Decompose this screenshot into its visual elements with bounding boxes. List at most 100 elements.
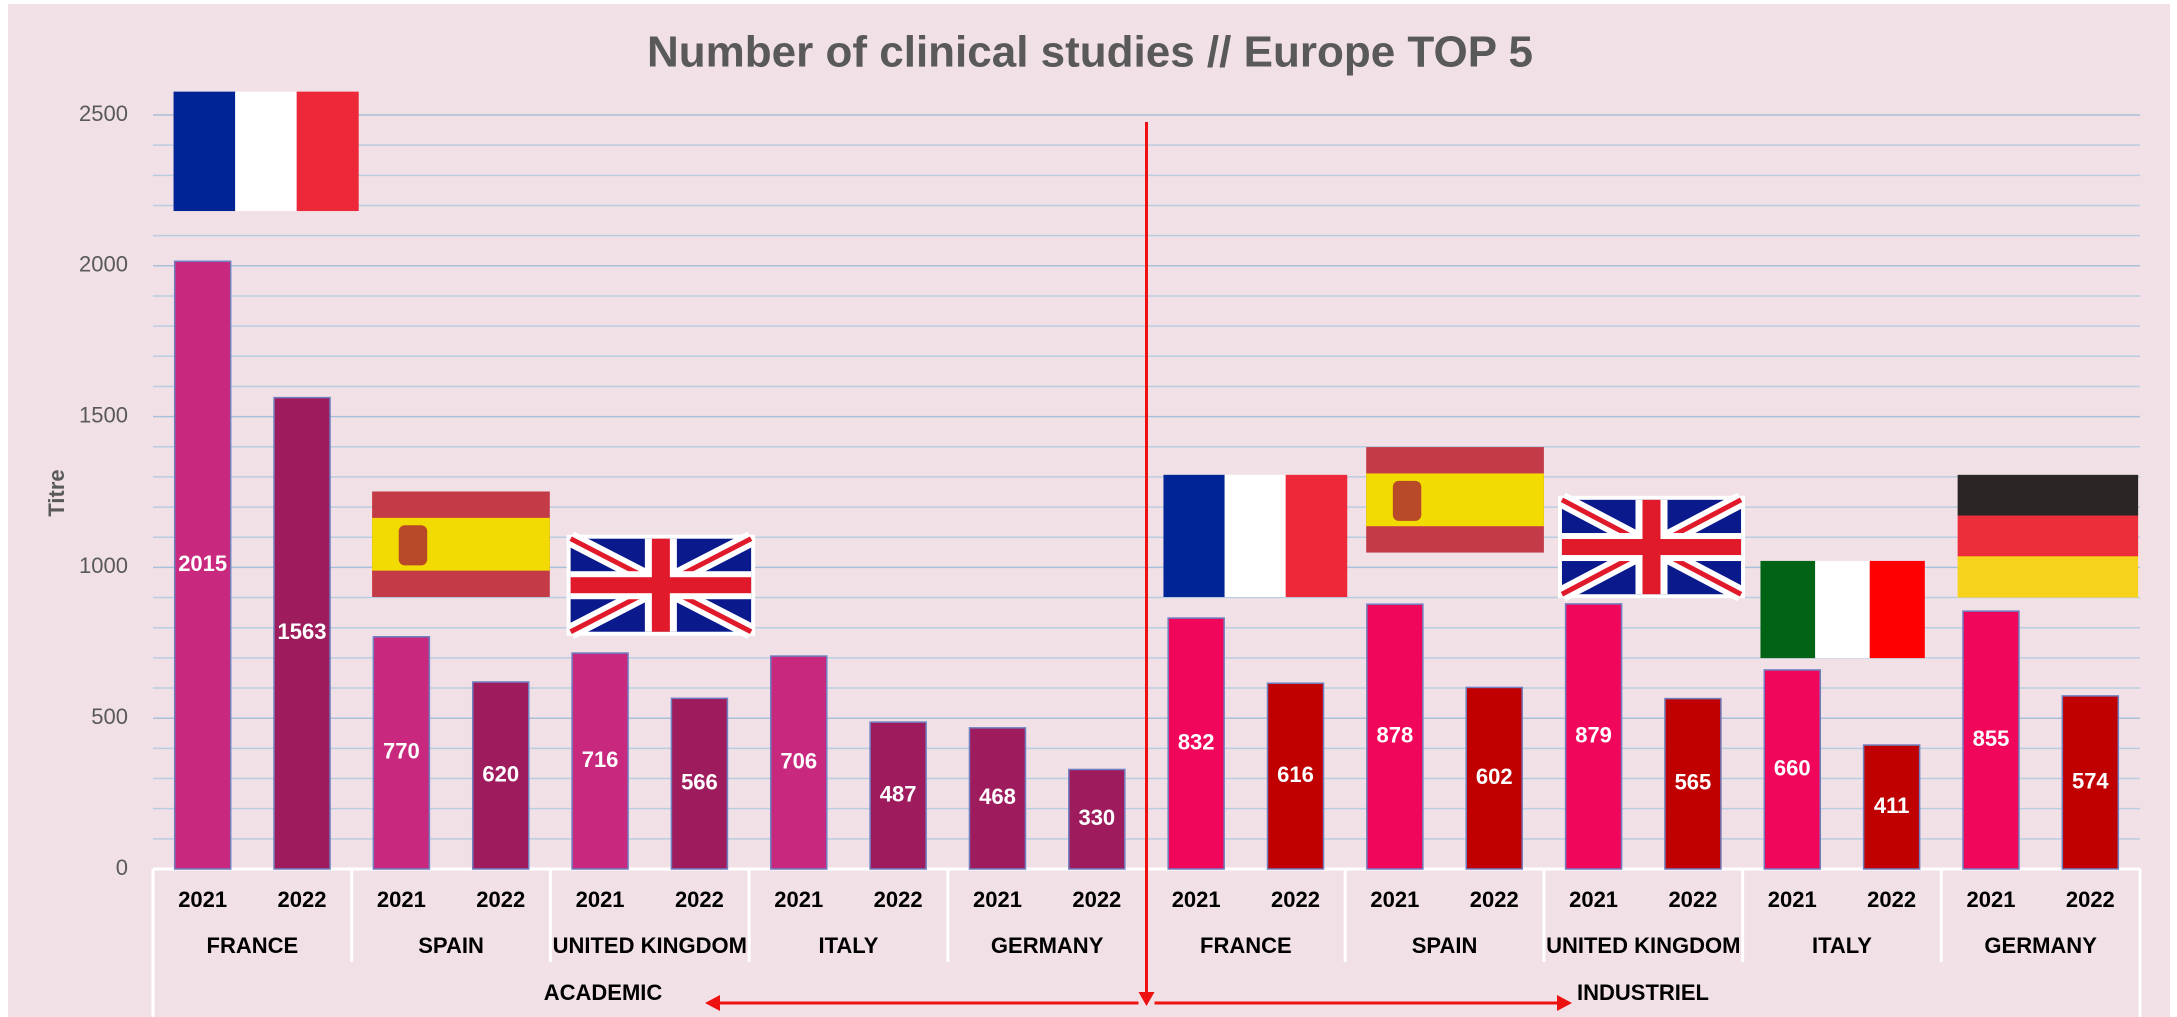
flag-part [1561,539,1742,556]
data-label: 468 [979,784,1016,809]
bar [1068,768,1126,870]
flag-part [1957,474,2139,517]
arrow-head [1138,992,1155,1006]
x-tick-label: 2021 [178,887,227,912]
flag-part [296,91,359,212]
bar [1564,603,1623,870]
flag [1366,447,1544,553]
flag-part [1224,474,1287,598]
data-label: 487 [880,781,917,806]
x-tick-label: 2021 [1966,887,2015,912]
x-tick-label: 2021 [1768,887,1817,912]
y-tick-label: 2500 [79,101,128,126]
bar [1465,686,1523,870]
flag-part [1957,556,2139,598]
group-label: ACADEMIC [544,980,663,1005]
flag-part [173,91,236,212]
data-label: 616 [1277,762,1314,787]
x-tick-label: 2022 [1470,887,1519,912]
country-label: SPAIN [1412,933,1478,958]
y-tick-label: 0 [116,855,128,880]
country-label: ITALY [818,933,878,958]
data-label: 660 [1774,755,1811,780]
x-tick-label: 2022 [1271,887,1320,912]
data-label: 716 [582,747,619,772]
flag [372,491,550,598]
flag [1957,474,2139,598]
x-tick-label: 2022 [2066,887,2115,912]
flag-part [1163,474,1226,598]
y-tick-label: 2000 [79,252,128,277]
flag-part [1760,560,1816,659]
data-label: 411 [1874,793,1910,818]
data-label: 879 [1575,722,1612,747]
bar [1763,669,1822,870]
country-label: ITALY [1812,933,1872,958]
data-label: 855 [1973,726,2010,751]
x-tick-label: 2021 [1172,887,1221,912]
bar [372,636,431,870]
country-label: UNITED KINGDOM [553,933,747,958]
x-tick-label: 2022 [1668,887,1717,912]
data-label: 878 [1377,722,1414,747]
x-tick-label: 2021 [1569,887,1618,912]
flag-part [1392,480,1422,521]
data-label: 574 [2072,768,2109,793]
country-label: UNITED KINGDOM [1546,933,1740,958]
bar [1366,603,1424,870]
data-label: 565 [1675,770,1712,795]
bar [571,652,629,870]
flag [1557,492,1746,602]
flag-part [1285,474,1348,598]
x-tick-label: 2021 [377,887,426,912]
bar [968,727,1027,870]
y-tick-label: 1000 [79,553,128,578]
country-label: GERMANY [1984,933,2097,958]
x-tick-label: 2021 [1370,887,1419,912]
x-tick-label: 2021 [576,887,625,912]
flag [1760,560,1925,659]
arrow-head [1557,995,1572,1011]
group-label: INDUSTRIEL [1577,980,1709,1005]
x-tick-label: 2021 [973,887,1022,912]
bar [1862,744,1921,870]
data-label: 620 [482,761,519,786]
bar [1167,617,1225,870]
chart-title: Number of clinical studies // Europe TOP… [647,28,1533,77]
x-tick-label: 2022 [278,887,327,912]
bar [670,697,729,870]
x-tick-label: 2022 [675,887,724,912]
y-axis-label: Titre [44,469,69,516]
x-tick-label: 2022 [874,887,923,912]
y-tick-label: 500 [91,704,128,729]
bar [1664,697,1722,870]
arrow-head [705,995,720,1011]
data-label: 566 [681,769,718,794]
flag-part [1869,560,1925,659]
bar [770,655,828,870]
flag-part [1815,560,1871,659]
flag-part [570,577,752,594]
bar [471,681,530,870]
flag-part [235,91,298,212]
flag [173,91,359,212]
x-tick-label: 2022 [476,887,525,912]
bar [1962,610,2020,870]
bar [869,721,927,870]
data-label: 706 [780,748,817,773]
flag [566,531,756,639]
country-label: GERMANY [991,933,1104,958]
x-tick-label: 2021 [774,887,823,912]
x-tick-label: 2022 [1072,887,1121,912]
data-label: 602 [1476,764,1513,789]
data-label: 832 [1178,729,1215,754]
flag-part [398,525,428,566]
data-label: 1563 [278,619,327,644]
country-label: FRANCE [1200,933,1292,958]
y-tick-label: 1500 [79,402,128,427]
flag [1163,474,1348,598]
flag-part [1957,515,2139,557]
country-label: SPAIN [418,933,484,958]
bar [173,260,232,870]
